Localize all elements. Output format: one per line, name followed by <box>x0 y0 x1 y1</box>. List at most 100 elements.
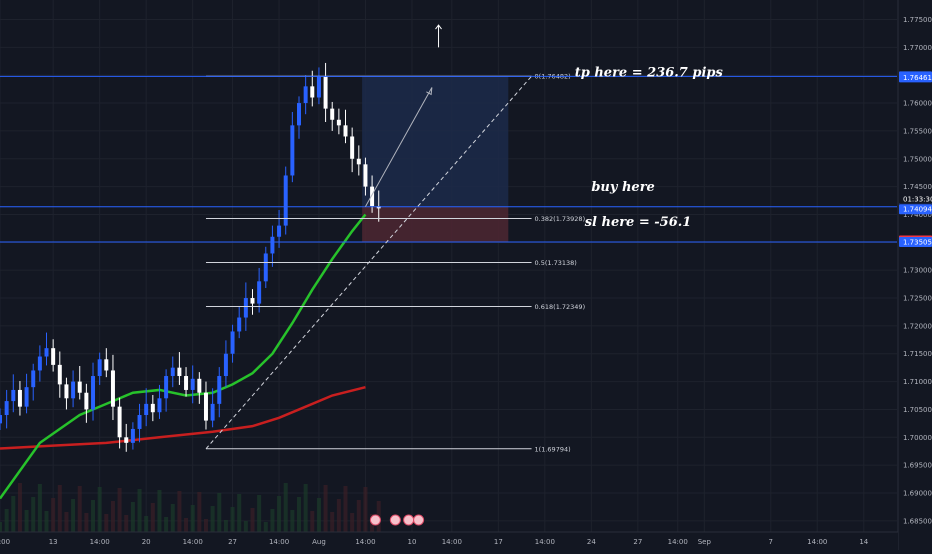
candle-body <box>97 359 102 377</box>
volume-bar <box>263 522 268 532</box>
candle-body <box>210 403 215 421</box>
volume-bar <box>257 495 262 532</box>
volume-bar <box>310 511 315 532</box>
time-tick-label: 24 <box>587 538 596 546</box>
candles <box>0 62 381 452</box>
time-tick-label: 7 <box>769 538 773 546</box>
event-marker-icon <box>403 514 415 526</box>
volume-bar <box>64 512 69 532</box>
time-tick-label: 17 <box>494 538 503 546</box>
candle-body <box>170 367 175 377</box>
price-tick-label: 1.71000 <box>903 378 932 386</box>
volume-bar <box>130 502 135 532</box>
annotation-text: tp here = 236.7 pips <box>575 65 724 80</box>
candle-body <box>117 406 122 438</box>
time-tick-label: 14:00 <box>668 538 688 546</box>
volume-bar <box>230 507 235 532</box>
countdown-bg <box>899 194 932 204</box>
volume-bar <box>24 510 29 532</box>
candle-body <box>343 125 348 137</box>
volume-bar <box>184 518 189 532</box>
annotations: tp here = 236.7 pips buy here sl here = -5… <box>575 65 724 230</box>
candle-body <box>217 376 222 404</box>
volume-bar <box>203 519 208 532</box>
ma-red-line <box>0 385 366 450</box>
price-tag-label: 1.74094 <box>903 206 932 214</box>
candle-body <box>190 378 195 390</box>
candle-body <box>164 376 169 399</box>
candle-body <box>356 158 361 165</box>
candle-body <box>336 119 341 126</box>
candle-body <box>303 86 308 104</box>
price-tick-label: 1.72500 <box>903 295 932 303</box>
volume-bar <box>270 509 275 532</box>
time-tick-label: 14:00 <box>183 538 203 546</box>
candle-body <box>31 370 36 388</box>
volume-bar <box>210 506 215 532</box>
candle-body <box>330 108 335 120</box>
time-tick-label: 14:00 <box>535 538 555 546</box>
price-tag-bg <box>899 237 932 248</box>
volume-bar <box>4 509 9 532</box>
candle-body <box>316 76 321 98</box>
volume-bar <box>144 516 149 532</box>
volume-bar <box>316 498 321 532</box>
volume-bar <box>37 484 42 532</box>
fib-level-label: 0.5(1.73138) <box>535 259 577 267</box>
candle-body <box>11 389 16 402</box>
price-tag-label: 1.76461 <box>903 74 932 82</box>
candle-body <box>64 384 69 399</box>
time-axis[interactable]: 14:00 13 14:00 20 14:00 27 14:00 Aug 14:00 10 14:0… <box>0 531 898 550</box>
drawing-lines[interactable] <box>0 24 897 450</box>
volume-bar <box>91 500 96 532</box>
candle-body <box>197 378 202 393</box>
time-tick-label: 14:00 <box>807 538 827 546</box>
candle-body <box>44 348 49 357</box>
candle-body <box>283 175 288 226</box>
price-tag-label: 1.73505 <box>903 239 932 247</box>
volume-bar <box>350 513 355 532</box>
price-tick-label: 1.75500 <box>903 127 932 135</box>
candle-body <box>263 253 268 282</box>
candle-body <box>91 376 96 410</box>
time-tick-label: 14 <box>859 538 868 546</box>
candle-body <box>177 367 182 377</box>
price-axis[interactable]: 1.68500 1.69000 1.69500 1.70000 1.70500 1.710… <box>897 0 932 550</box>
stop-zone <box>362 206 509 243</box>
candle-body <box>243 298 248 318</box>
candle-body <box>290 125 295 176</box>
price-tick-label: 1.74000 <box>903 211 932 219</box>
volume-bar <box>363 487 368 532</box>
time-axis-bg <box>0 532 898 550</box>
candle-body <box>237 317 242 332</box>
price-tick-label: 1.69500 <box>903 462 932 470</box>
volume-bar <box>11 496 16 532</box>
price-tag-bg <box>899 204 932 215</box>
event-marker-icon <box>369 514 381 526</box>
volume-bar <box>323 485 328 532</box>
volume-bar <box>343 486 348 532</box>
candle-body <box>110 370 115 407</box>
volume-bar <box>164 517 169 532</box>
time-tick-label: 14:00 <box>269 538 289 546</box>
volume-bar <box>124 515 129 532</box>
candle-body <box>24 387 29 407</box>
volume-bar <box>177 491 182 532</box>
annotation-text: sl here = -56.1 <box>585 215 692 230</box>
fib-level-label: 0.382(1.73928) <box>535 215 586 223</box>
position-zones[interactable] <box>362 76 509 243</box>
candle-body <box>57 364 62 385</box>
target-arrow-line <box>365 87 433 207</box>
target-zone <box>362 76 509 207</box>
time-tick-label: 27 <box>228 538 237 546</box>
candle-body <box>124 437 129 443</box>
event-markers[interactable] <box>369 514 425 526</box>
candle-body <box>370 186 375 207</box>
time-tick-label: 20 <box>142 538 151 546</box>
volume-bar <box>297 497 301 532</box>
volume-bar <box>330 512 335 532</box>
candle-body <box>150 403 155 413</box>
price-tick-label: 1.74500 <box>903 183 932 191</box>
